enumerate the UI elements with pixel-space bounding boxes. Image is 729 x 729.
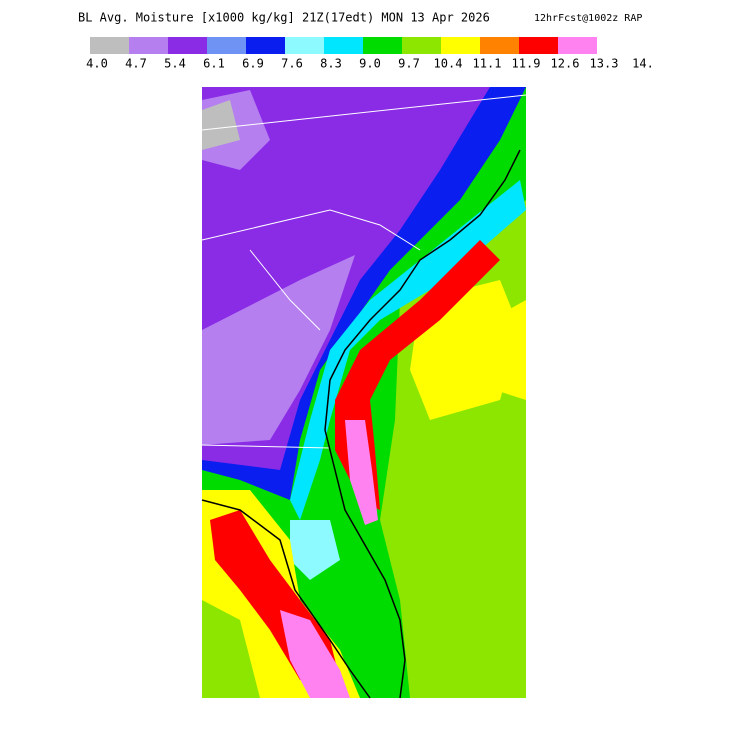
colorbar-swatch [558, 37, 597, 54]
subtitle: 12hrFcst@1002z RAP [534, 13, 642, 24]
colorbar-swatch [168, 37, 207, 54]
colorbar-label: 14. [632, 57, 654, 71]
field-area [490, 300, 526, 400]
colorbar-label: 12.6 [551, 57, 580, 71]
colorbar-label: 9.0 [359, 57, 381, 71]
colorbar-label: 6.9 [242, 57, 264, 71]
colorbar-label: 7.6 [281, 57, 303, 71]
colorbar-swatch [363, 37, 402, 54]
field-area [202, 255, 355, 445]
colorbar-swatch [402, 37, 441, 54]
colorbar-swatch [246, 37, 285, 54]
field-area [202, 600, 260, 698]
colorbar-swatch [324, 37, 363, 54]
colorbar-swatch [285, 37, 324, 54]
colorbar-swatch [129, 37, 168, 54]
field-area [290, 180, 526, 520]
colorbar-label: 5.4 [164, 57, 186, 71]
colorbar-label: 13.3 [590, 57, 619, 71]
field-area [202, 100, 240, 150]
map [201, 87, 527, 699]
colorbar-swatch [441, 37, 480, 54]
field-area [345, 420, 378, 525]
colorbar-label: 8.3 [320, 57, 342, 71]
title: BL Avg. Moisture [x1000 kg/kg] 21Z(17edt… [78, 11, 490, 25]
colorbar-swatch [90, 37, 129, 54]
colorbar-label: 9.7 [398, 57, 420, 71]
colorbar-label: 10.4 [434, 57, 463, 71]
colorbar-swatch [519, 37, 558, 54]
colorbar: 4.0 4.7 5.4 6.1 6.9 7.6 8.3 9.0 9.7 10.4 11.1 11.9 1… [86, 37, 654, 71]
colorbar-label: 4.0 [86, 57, 108, 71]
colorbar-swatch [207, 37, 246, 54]
colorbar-label: 11.1 [473, 57, 502, 71]
field-area [280, 610, 350, 698]
colorbar-label: 6.1 [203, 57, 225, 71]
colorbar-label: 11.9 [512, 57, 541, 71]
coastline [201, 149, 521, 699]
field-area [290, 520, 340, 580]
colorbar-label: 4.7 [125, 57, 147, 71]
colorbar-swatch [480, 37, 519, 54]
state-border [201, 94, 527, 449]
